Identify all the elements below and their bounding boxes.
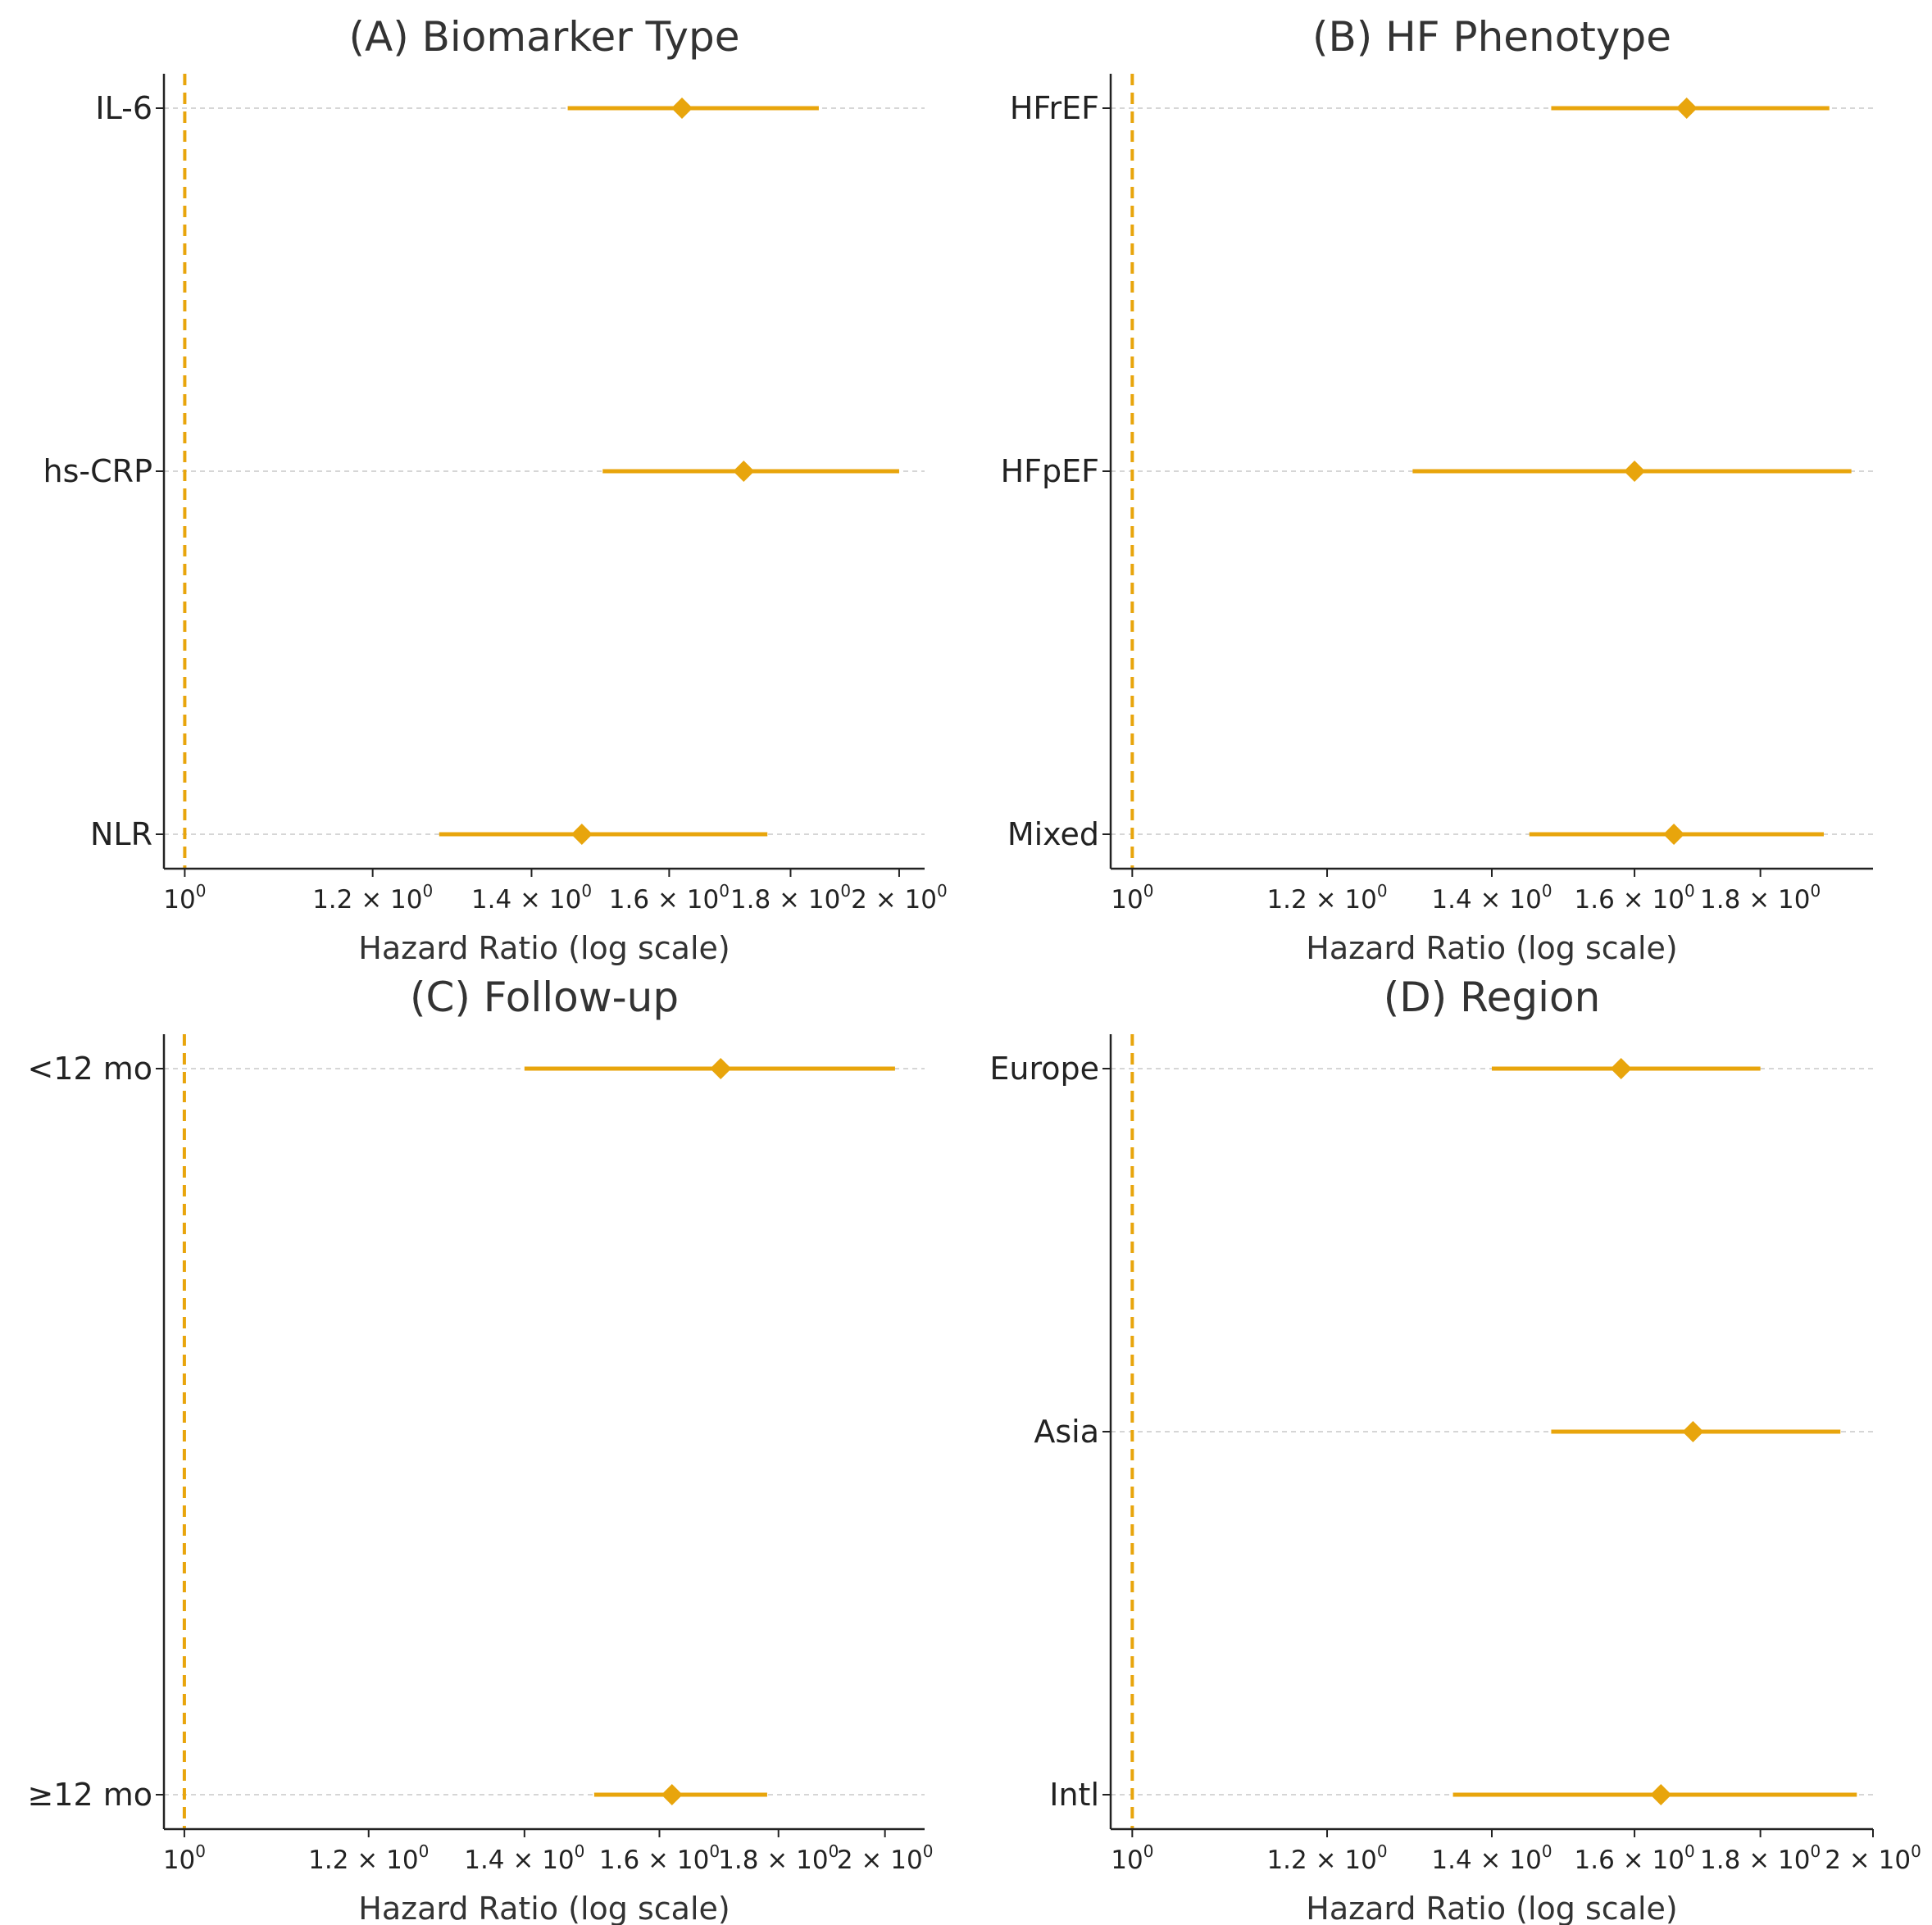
xtick-label-5: 2 × 100 <box>851 881 948 915</box>
estimate-marker-europe <box>1610 1058 1632 1079</box>
xtick-label-1: 1.2 × 100 <box>312 881 433 915</box>
estimate-marker-nlr <box>571 824 593 845</box>
x-axis-label: Hazard Ratio (log scale) <box>358 930 730 966</box>
estimate-marker-hs-crp <box>733 461 755 482</box>
ytick-label-europe: Europe <box>989 1051 1099 1087</box>
estimate-marker-hfref <box>1675 98 1698 119</box>
xtick-label-4: 1.8 × 100 <box>1700 881 1821 915</box>
ytick-label-12-mo: <12 mo <box>27 1051 152 1087</box>
xtick-label-3: 1.6 × 100 <box>1575 1841 1695 1875</box>
panel-c: (C) Follow-up <12 mo ≥12 mo 100 1.2 × 100 1.4… <box>27 974 933 1925</box>
ytick-label-12-mo: ≥12 mo <box>27 1777 152 1813</box>
ytick-label-mixed: Mixed <box>1007 816 1099 852</box>
xtick-label-2: 1.4 × 100 <box>1431 1841 1552 1875</box>
xtick-label-1: 1.2 × 100 <box>1266 1841 1387 1875</box>
x-axis-label: Hazard Ratio (log scale) <box>1306 930 1677 966</box>
xtick-label-3: 1.6 × 100 <box>1575 881 1695 915</box>
panel-title: (D) Region <box>1384 974 1601 1021</box>
xtick-label-4: 1.8 × 100 <box>730 881 851 915</box>
panel-d: (D) Region Europe Asia Intl 100 1.2 × 100 1.4 … <box>989 974 1921 1925</box>
estimate-marker-12-mo <box>661 1784 683 1805</box>
xtick-label-5: 2 × 100 <box>837 1841 934 1875</box>
ytick-label-il-6: IL-6 <box>95 90 152 126</box>
xtick-label-0: 100 <box>163 1841 206 1875</box>
estimate-marker-12-mo <box>710 1058 732 1079</box>
estimate-marker-il-6 <box>671 98 693 119</box>
ytick-label-hs-crp: hs-CRP <box>43 453 152 489</box>
ytick-label-hfpef: HFpEF <box>1001 453 1099 489</box>
xtick-label-0: 100 <box>1111 881 1153 915</box>
panel-title: (B) HF Phenotype <box>1312 13 1671 61</box>
xtick-label-5: 2 × 100 <box>1825 1841 1921 1875</box>
xtick-label-3: 1.6 × 100 <box>599 1841 720 1875</box>
ytick-label-hfref: HFrEF <box>1010 90 1099 126</box>
ytick-label-asia: Asia <box>1034 1414 1099 1450</box>
xtick-label-1: 1.2 × 100 <box>308 1841 429 1875</box>
xtick-label-1: 1.2 × 100 <box>1266 881 1387 915</box>
xtick-label-2: 1.4 × 100 <box>471 881 592 915</box>
xtick-label-3: 1.6 × 100 <box>609 881 730 915</box>
ytick-label-nlr: NLR <box>90 816 152 852</box>
xtick-label-0: 100 <box>163 881 206 915</box>
panel-title: (A) Biomarker Type <box>348 13 739 61</box>
panel-a: (A) Biomarker Type IL-6 hs-CRP NLR 100 1.2 × … <box>43 13 948 966</box>
xtick-label-0: 100 <box>1111 1841 1153 1875</box>
ytick-label-intl: Intl <box>1049 1777 1099 1813</box>
xtick-label-4: 1.8 × 100 <box>1700 1841 1821 1875</box>
xtick-label-2: 1.4 × 100 <box>1431 881 1552 915</box>
x-axis-label: Hazard Ratio (log scale) <box>358 1891 730 1925</box>
xtick-label-2: 1.4 × 100 <box>464 1841 584 1875</box>
estimate-marker-asia <box>1682 1421 1704 1442</box>
estimate-marker-intl <box>1650 1784 1672 1805</box>
xtick-label-4: 1.8 × 100 <box>718 1841 839 1875</box>
panel-title: (C) Follow-up <box>410 974 679 1021</box>
estimate-marker-hfpef <box>1624 461 1646 482</box>
x-axis-label: Hazard Ratio (log scale) <box>1306 1891 1677 1925</box>
estimate-marker-mixed <box>1663 824 1685 845</box>
panel-b: (B) HF Phenotype HFrEF HFpEF Mixed 100 1.2 × … <box>1001 13 1873 966</box>
